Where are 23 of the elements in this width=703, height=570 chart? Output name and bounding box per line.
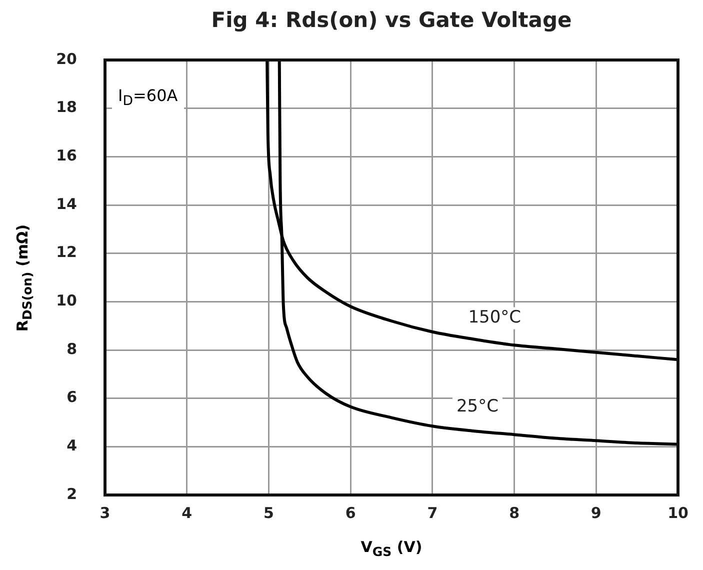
y-tick-label: 10: [56, 292, 77, 310]
x-tick-label: 3: [100, 504, 110, 522]
x-tick-label: 10: [668, 504, 688, 522]
y-tick-label: 6: [66, 388, 77, 406]
series-label: 150°C: [468, 308, 522, 328]
y-tick-label: 14: [56, 194, 77, 213]
y-tick-label: 2: [66, 484, 77, 503]
x-tick-label: 8: [509, 504, 520, 522]
x-tick-label: 7: [427, 504, 438, 522]
series-label: 25°C: [456, 396, 498, 417]
x-axis-title: V$_{GS}$ (V): [360, 538, 424, 559]
x-tick-label: 6: [345, 504, 356, 522]
x-tick-label: 4: [182, 504, 192, 522]
y-tick-label: 12: [56, 243, 77, 262]
y-tick-label: 16: [56, 146, 77, 165]
y-tick-label: 8: [66, 340, 77, 358]
y-tick-label: 18: [56, 98, 77, 116]
annotation: I$_{D}$=60A: [112, 84, 184, 112]
y-tick-label: 20: [56, 50, 77, 68]
x-tick-label: 5: [263, 504, 274, 522]
y-tick-label: 4: [66, 436, 77, 455]
chart-title: Fig 4: Rds(on) vs Gate Voltage: [210, 8, 573, 32]
x-tick-label: 9: [590, 504, 602, 522]
